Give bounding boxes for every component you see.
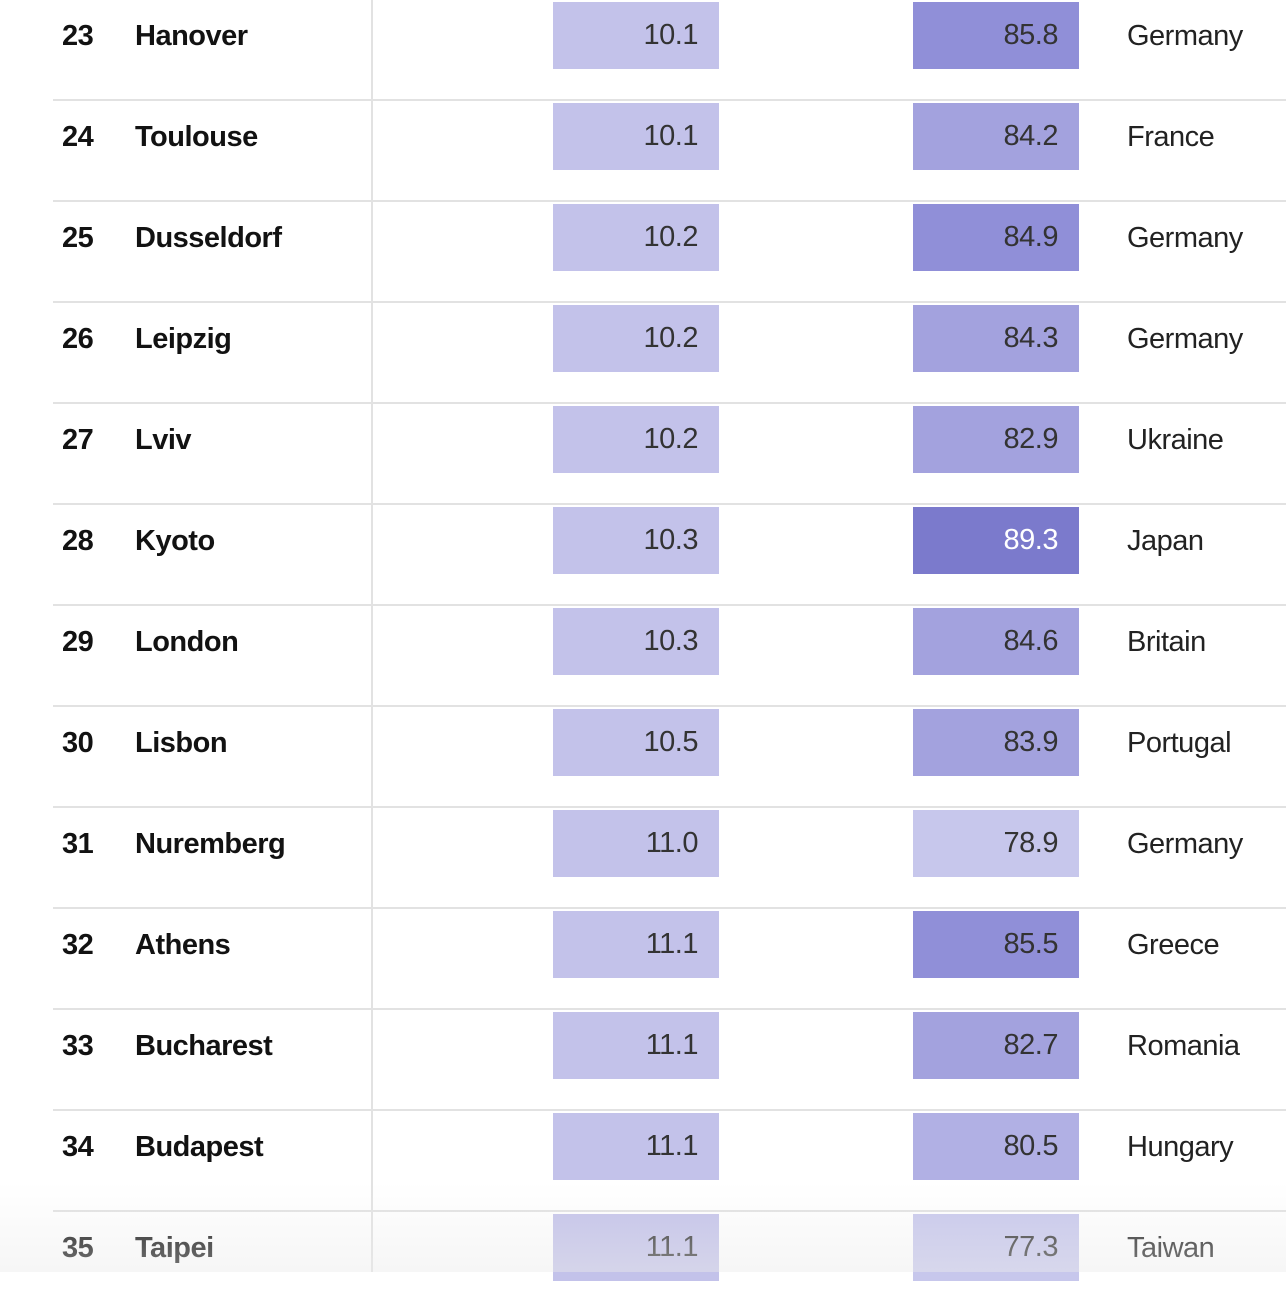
city-cell: Hanover [135, 20, 248, 52]
row-divider [53, 1109, 1286, 1111]
value-b-cell: 84.6 [913, 608, 1079, 675]
city-cell: Kyoto [135, 525, 215, 557]
row-divider [53, 705, 1286, 707]
row-divider [53, 604, 1286, 606]
city-cell: Lisbon [135, 727, 228, 759]
table-row: 23 Hanover 10.1 85.8 Germany [0, 0, 1286, 101]
city-cell: Lviv [135, 424, 192, 456]
city-cell: Nuremberg [135, 828, 286, 860]
country-cell: Germany [1127, 222, 1243, 254]
value-b-cell: 84.9 [913, 204, 1079, 271]
value-a-cell: 11.0 [553, 810, 719, 877]
country-cell: France [1127, 121, 1215, 153]
row-divider [53, 503, 1286, 505]
table-row: 29 London 10.3 84.6 Britain [0, 606, 1286, 707]
value-b-cell: 84.3 [913, 305, 1079, 372]
value-b-cell: 85.8 [913, 2, 1079, 69]
country-cell: Hungary [1127, 1131, 1234, 1163]
table-row: 32 Athens 11.1 85.5 Greece [0, 909, 1286, 1010]
value-a-cell: 10.2 [553, 204, 719, 271]
rank-cell: 23 [62, 20, 94, 52]
country-cell: Germany [1127, 20, 1243, 52]
row-divider [53, 1210, 1286, 1212]
value-a-cell: 11.1 [553, 911, 719, 978]
city-cell: Bucharest [135, 1030, 273, 1062]
value-a-cell: 10.1 [553, 103, 719, 170]
country-cell: Ukraine [1127, 424, 1224, 456]
rank-cell: 33 [62, 1030, 94, 1062]
value-a-cell: 10.5 [553, 709, 719, 776]
row-divider [53, 99, 1286, 101]
value-b-cell: 78.9 [913, 810, 1079, 877]
table-row: 25 Dusseldorf 10.2 84.9 Germany [0, 202, 1286, 303]
column-divider [371, 0, 373, 1272]
rank-cell: 25 [62, 222, 94, 254]
value-b-cell: 80.5 [913, 1113, 1079, 1180]
row-divider [53, 907, 1286, 909]
value-a-cell: 10.3 [553, 507, 719, 574]
value-b-cell: 89.3 [913, 507, 1079, 574]
country-cell: Greece [1127, 929, 1220, 961]
city-cell: Athens [135, 929, 231, 961]
city-cell: Toulouse [135, 121, 258, 153]
table-row: 28 Kyoto 10.3 89.3 Japan [0, 505, 1286, 606]
country-cell: Britain [1127, 626, 1206, 658]
city-cell: Dusseldorf [135, 222, 282, 254]
value-b-cell: 77.3 [913, 1214, 1079, 1281]
table-row: 26 Leipzig 10.2 84.3 Germany [0, 303, 1286, 404]
country-cell: Germany [1127, 323, 1243, 355]
table-row: 27 Lviv 10.2 82.9 Ukraine [0, 404, 1286, 505]
row-divider [53, 200, 1286, 202]
table-row: 35 Taipei 11.1 77.3 Taiwan [0, 1212, 1286, 1313]
rank-cell: 35 [62, 1232, 94, 1264]
rank-cell: 26 [62, 323, 94, 355]
rank-cell: 32 [62, 929, 94, 961]
rank-cell: 28 [62, 525, 94, 557]
value-a-cell: 11.1 [553, 1113, 719, 1180]
city-cell: Leipzig [135, 323, 232, 355]
rank-cell: 30 [62, 727, 94, 759]
table-row: 33 Bucharest 11.1 82.7 Romania [0, 1010, 1286, 1111]
rank-cell: 29 [62, 626, 94, 658]
value-b-cell: 85.5 [913, 911, 1079, 978]
value-a-cell: 11.1 [553, 1214, 719, 1281]
rank-cell: 34 [62, 1131, 94, 1163]
table-row: 24 Toulouse 10.1 84.2 France [0, 101, 1286, 202]
country-cell: Romania [1127, 1030, 1240, 1062]
rank-cell: 27 [62, 424, 94, 456]
row-divider [53, 1008, 1286, 1010]
city-cell: Taipei [135, 1232, 214, 1264]
table-row: 34 Budapest 11.1 80.5 Hungary [0, 1111, 1286, 1212]
row-divider [53, 806, 1286, 808]
table-row: 31 Nuremberg 11.0 78.9 Germany [0, 808, 1286, 909]
value-a-cell: 10.2 [553, 406, 719, 473]
country-cell: Portugal [1127, 727, 1232, 759]
data-table: 23 Hanover 10.1 85.8 Germany 24 Toulouse 10.1 84… [0, 0, 1286, 1281]
country-cell: Germany [1127, 828, 1243, 860]
value-b-cell: 83.9 [913, 709, 1079, 776]
rank-cell: 31 [62, 828, 94, 860]
value-a-cell: 10.2 [553, 305, 719, 372]
row-divider [53, 301, 1286, 303]
country-cell: Taiwan [1127, 1232, 1215, 1264]
value-b-cell: 82.7 [913, 1012, 1079, 1079]
value-b-cell: 84.2 [913, 103, 1079, 170]
value-a-cell: 10.3 [553, 608, 719, 675]
country-cell: Japan [1127, 525, 1204, 557]
city-cell: Budapest [135, 1131, 264, 1163]
table-row: 30 Lisbon 10.5 83.9 Portugal [0, 707, 1286, 808]
value-a-cell: 10.1 [553, 2, 719, 69]
rank-cell: 24 [62, 121, 94, 153]
value-a-cell: 11.1 [553, 1012, 719, 1079]
row-divider [53, 402, 1286, 404]
city-cell: London [135, 626, 239, 658]
value-b-cell: 82.9 [913, 406, 1079, 473]
